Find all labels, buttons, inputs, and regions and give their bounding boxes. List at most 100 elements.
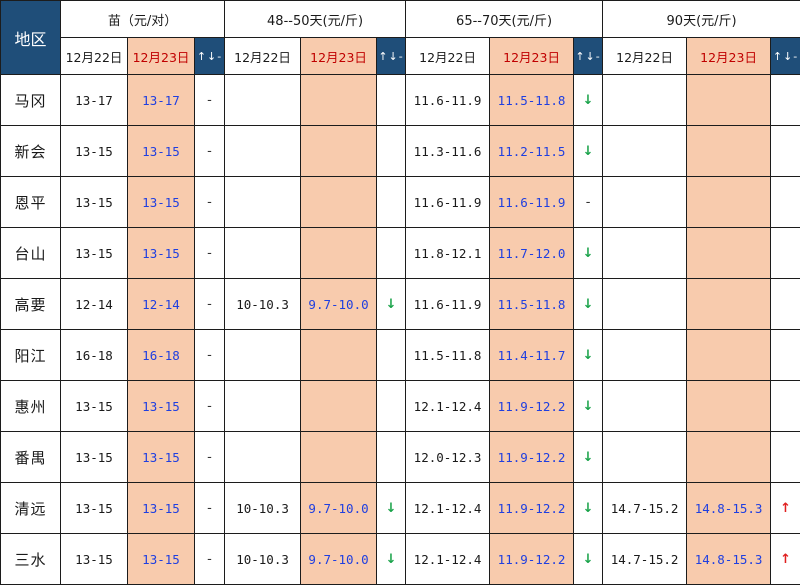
region-cell: 恩平 [1, 177, 61, 228]
trend-down-arrow-icon: ↓ [377, 279, 406, 330]
curr-price-cell [301, 432, 377, 483]
curr-price-cell: 11.9-12.2 [490, 534, 574, 585]
region-cell: 台山 [1, 228, 61, 279]
curr-price-cell: 9.7-10.0 [301, 279, 377, 330]
trend-header-90-days: ↑↓- [771, 38, 800, 75]
region-cell: 马冈 [1, 75, 61, 126]
trend-flat-dash-icon: - [195, 381, 225, 432]
curr-price-cell [687, 228, 771, 279]
trend-cell [771, 228, 800, 279]
trend-cell [377, 126, 406, 177]
curr-price-cell: 11.7-12.0 [490, 228, 574, 279]
curr-price-cell [301, 126, 377, 177]
prev-price-cell: 11.3-11.6 [406, 126, 490, 177]
prev-price-cell: 13-15 [61, 177, 128, 228]
group-header-90-days: 90天(元/斤) [603, 1, 800, 38]
curr-price-cell: 13-15 [128, 228, 195, 279]
prev-price-cell [225, 432, 301, 483]
curr-price-cell [687, 126, 771, 177]
curr-price-cell: 11.5-11.8 [490, 279, 574, 330]
trend-down-arrow-icon: ↓ [574, 381, 603, 432]
trend-cell [377, 432, 406, 483]
group-header-48-50-days: 48--50天(元/斤) [225, 1, 406, 38]
trend-flat-dash-icon: - [195, 279, 225, 330]
trend-down-arrow-icon: ↓ [574, 330, 603, 381]
curr-price-cell: 13-15 [128, 432, 195, 483]
prev-price-cell [603, 126, 687, 177]
prev-price-cell [603, 228, 687, 279]
region-column-header: 地区 [1, 1, 61, 75]
group-header-seedling: 苗（元/对） [61, 1, 225, 38]
prev-price-cell: 13-15 [61, 126, 128, 177]
curr-price-cell [687, 330, 771, 381]
curr-price-cell: 13-15 [128, 534, 195, 585]
trend-flat-dash-icon: - [195, 177, 225, 228]
prev-price-cell [225, 381, 301, 432]
curr-price-cell [301, 228, 377, 279]
trend-down-arrow-icon: ↓ [574, 75, 603, 126]
curr-price-cell: 9.7-10.0 [301, 483, 377, 534]
group-header-65-70-days: 65--70天(元/斤) [406, 1, 603, 38]
prev-price-cell: 13-15 [61, 432, 128, 483]
prev-date-header-48-50-days: 12月22日 [225, 38, 301, 75]
trend-down-arrow-icon: ↓ [574, 279, 603, 330]
trend-down-arrow-icon: ↓ [574, 432, 603, 483]
trend-header-48-50-days: ↑↓- [377, 38, 406, 75]
curr-price-cell: 16-18 [128, 330, 195, 381]
curr-price-cell: 9.7-10.0 [301, 534, 377, 585]
prev-date-header-65-70-days: 12月22日 [406, 38, 490, 75]
trend-cell [377, 75, 406, 126]
prev-price-cell: 16-18 [61, 330, 128, 381]
region-cell: 三水 [1, 534, 61, 585]
trend-up-arrow-icon: ↑ [771, 534, 800, 585]
trend-header-65-70-days: ↑↓- [574, 38, 603, 75]
prev-price-cell: 13-15 [61, 534, 128, 585]
curr-price-cell: 11.9-12.2 [490, 381, 574, 432]
region-cell: 番禺 [1, 432, 61, 483]
curr-price-cell [687, 177, 771, 228]
prev-price-cell: 11.8-12.1 [406, 228, 490, 279]
trend-down-arrow-icon: ↓ [574, 483, 603, 534]
trend-cell [377, 177, 406, 228]
curr-price-cell: 13-15 [128, 381, 195, 432]
curr-price-cell: 13-15 [128, 126, 195, 177]
prev-price-cell: 13-15 [61, 483, 128, 534]
trend-flat-dash-icon: - [195, 432, 225, 483]
header-group-row: 地区 苗（元/对） 48--50天(元/斤) 65--70天(元/斤) 90天(… [1, 1, 800, 38]
prev-price-cell [225, 228, 301, 279]
prev-price-cell: 12.0-12.3 [406, 432, 490, 483]
prev-price-cell: 12-14 [61, 279, 128, 330]
prev-price-cell: 10-10.3 [225, 534, 301, 585]
prev-price-cell [225, 330, 301, 381]
prev-date-header-seedling: 12月22日 [61, 38, 128, 75]
curr-price-cell: 11.9-12.2 [490, 432, 574, 483]
trend-cell [771, 432, 800, 483]
curr-date-header-seedling: 12月23日 [128, 38, 195, 75]
trend-flat-dash-icon: - [195, 330, 225, 381]
prev-price-cell: 14.7-15.2 [603, 483, 687, 534]
trend-cell [771, 75, 800, 126]
curr-price-cell [301, 381, 377, 432]
prev-price-cell: 12.1-12.4 [406, 483, 490, 534]
prev-price-cell [603, 432, 687, 483]
prev-price-cell: 10-10.3 [225, 279, 301, 330]
trend-up-arrow-icon: ↑ [771, 483, 800, 534]
curr-date-header-48-50-days: 12月23日 [301, 38, 377, 75]
curr-price-cell: 11.2-11.5 [490, 126, 574, 177]
trend-cell [377, 381, 406, 432]
region-cell: 阳江 [1, 330, 61, 381]
prev-price-cell [603, 177, 687, 228]
curr-price-cell [687, 381, 771, 432]
trend-cell [771, 126, 800, 177]
trend-cell [377, 330, 406, 381]
curr-price-cell [687, 279, 771, 330]
trend-cell [771, 177, 800, 228]
trend-down-arrow-icon: ↓ [574, 126, 603, 177]
